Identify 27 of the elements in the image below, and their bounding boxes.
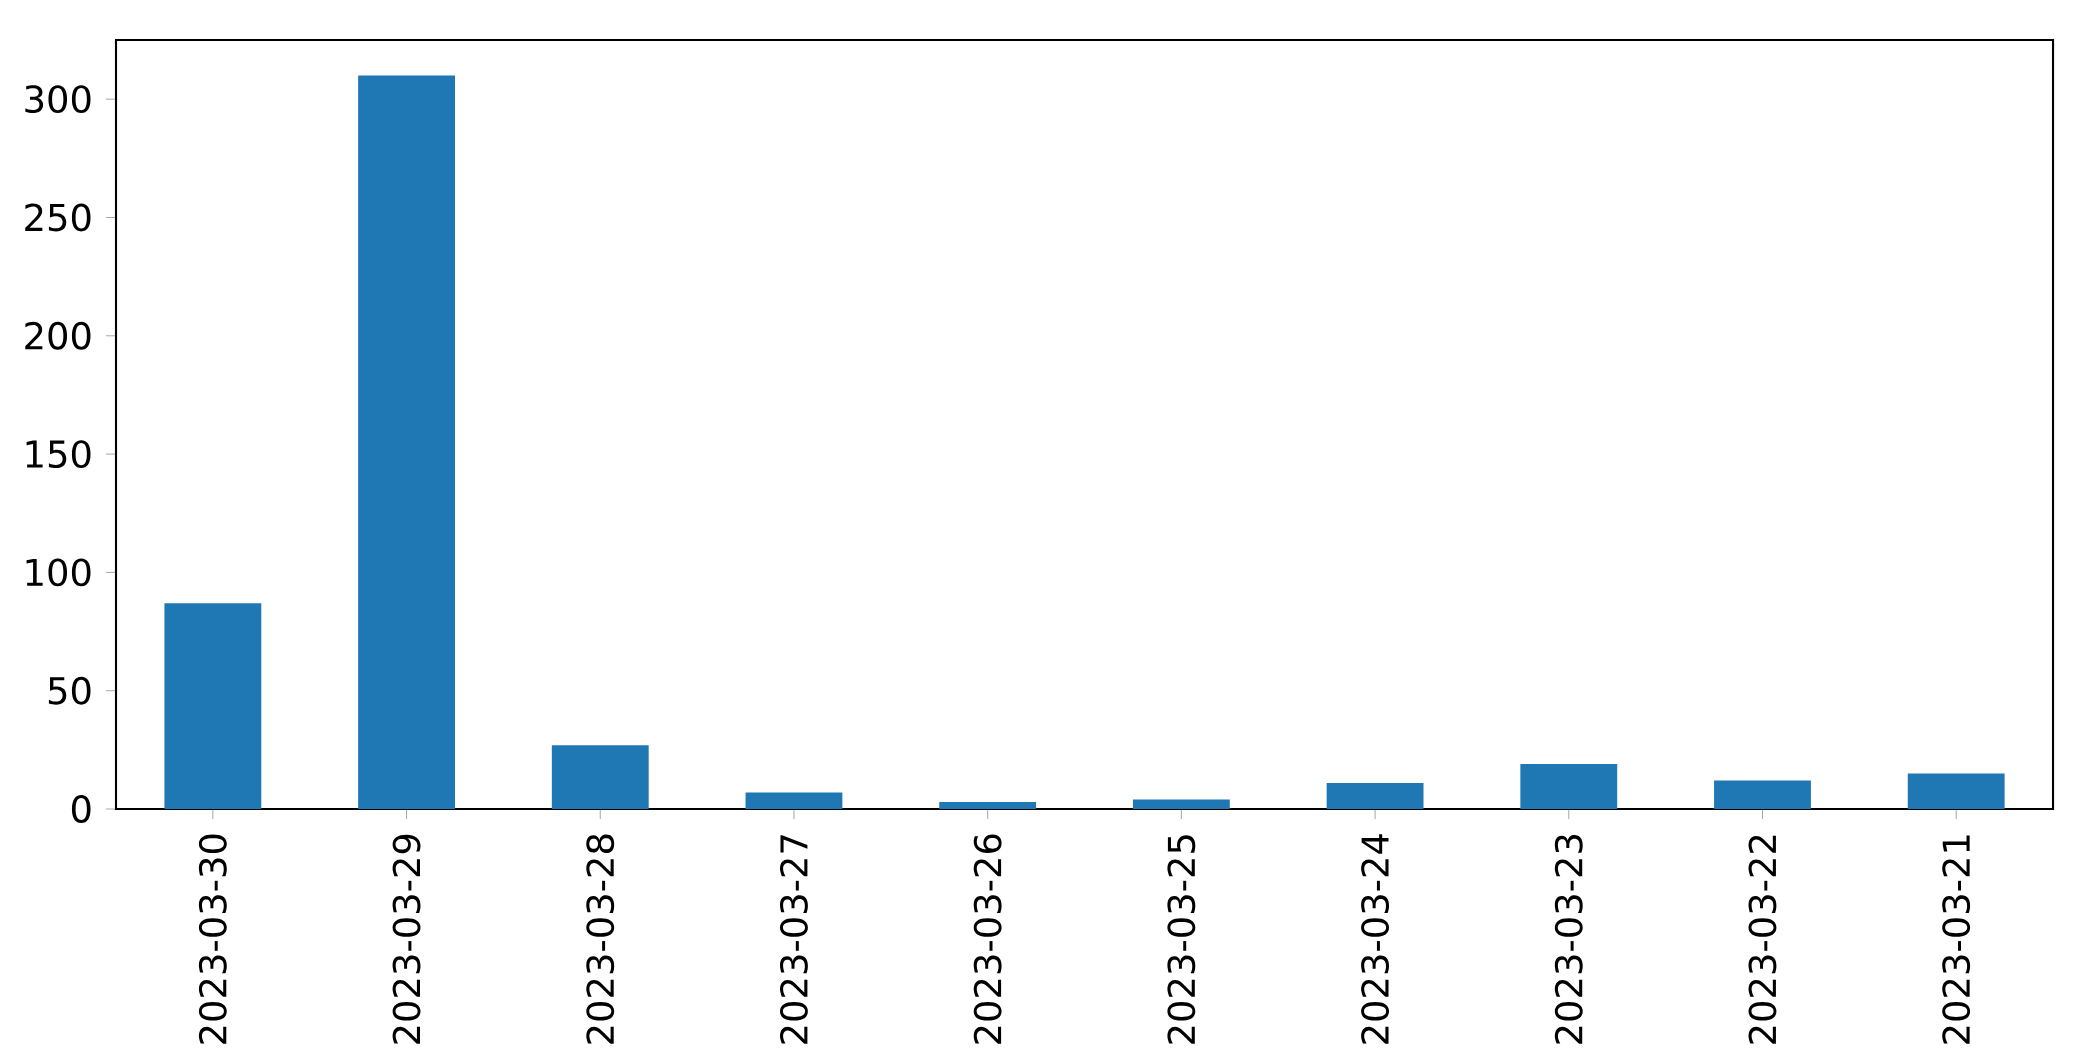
bar bbox=[1326, 782, 1424, 810]
x-tick-label: 2023-03-28 bbox=[586, 834, 615, 1044]
bar bbox=[164, 603, 262, 810]
y-tick-label: 100 bbox=[26, 558, 91, 587]
y-tick-label: 200 bbox=[25, 321, 91, 350]
bar bbox=[1907, 773, 2005, 810]
x-tick-label: 2023-03-27 bbox=[780, 835, 808, 1044]
bar bbox=[1520, 764, 1618, 810]
y-tick-label: 300 bbox=[25, 85, 91, 114]
bar bbox=[1714, 780, 1811, 810]
bar bbox=[745, 792, 843, 810]
x-tick-label: 2023-03-24 bbox=[1361, 834, 1389, 1044]
y-tick-label: 250 bbox=[25, 203, 91, 232]
x-tick-label: 2023-03-21 bbox=[1942, 835, 1971, 1044]
x-tick-label: 2023-03-22 bbox=[1748, 835, 1777, 1044]
x-tick-label: 2023-03-29 bbox=[392, 834, 421, 1044]
bar bbox=[358, 75, 455, 810]
y-tick-label: 0 bbox=[71, 795, 91, 823]
y-tick-label: 50 bbox=[48, 676, 91, 705]
bar bbox=[1132, 799, 1230, 810]
bar bbox=[939, 801, 1037, 810]
x-tick-label: 2023-03-25 bbox=[1167, 835, 1196, 1044]
x-tick-label: 2023-03-23 bbox=[1554, 835, 1583, 1044]
bar bbox=[551, 745, 649, 810]
y-tick-label: 150 bbox=[26, 440, 91, 469]
x-tick-label: 2023-03-30 bbox=[198, 834, 227, 1044]
x-tick-label: 2023-03-26 bbox=[973, 834, 1002, 1044]
